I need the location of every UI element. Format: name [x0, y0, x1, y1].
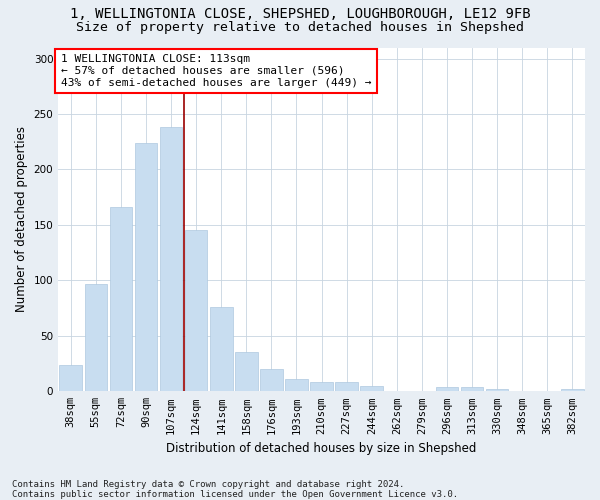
Bar: [335, 382, 358, 392]
Bar: [260, 369, 283, 392]
Text: 1 WELLINGTONIA CLOSE: 113sqm
← 57% of detached houses are smaller (596)
43% of s: 1 WELLINGTONIA CLOSE: 113sqm ← 57% of de…: [61, 54, 371, 88]
Bar: [561, 389, 584, 392]
Y-axis label: Number of detached properties: Number of detached properties: [15, 126, 28, 312]
Text: Size of property relative to detached houses in Shepshed: Size of property relative to detached ho…: [76, 21, 524, 34]
Text: 1, WELLINGTONIA CLOSE, SHEPSHED, LOUGHBOROUGH, LE12 9FB: 1, WELLINGTONIA CLOSE, SHEPSHED, LOUGHBO…: [70, 8, 530, 22]
Bar: [210, 307, 233, 392]
Bar: [134, 143, 157, 392]
Bar: [436, 387, 458, 392]
Bar: [185, 230, 208, 392]
Bar: [160, 128, 182, 392]
Bar: [85, 284, 107, 392]
Bar: [285, 379, 308, 392]
Text: Contains HM Land Registry data © Crown copyright and database right 2024.
Contai: Contains HM Land Registry data © Crown c…: [12, 480, 458, 499]
Bar: [310, 382, 333, 392]
Bar: [110, 207, 132, 392]
Bar: [461, 387, 484, 392]
Bar: [235, 352, 257, 392]
Bar: [361, 386, 383, 392]
Bar: [486, 389, 508, 392]
X-axis label: Distribution of detached houses by size in Shepshed: Distribution of detached houses by size …: [166, 442, 477, 455]
Bar: [59, 364, 82, 392]
